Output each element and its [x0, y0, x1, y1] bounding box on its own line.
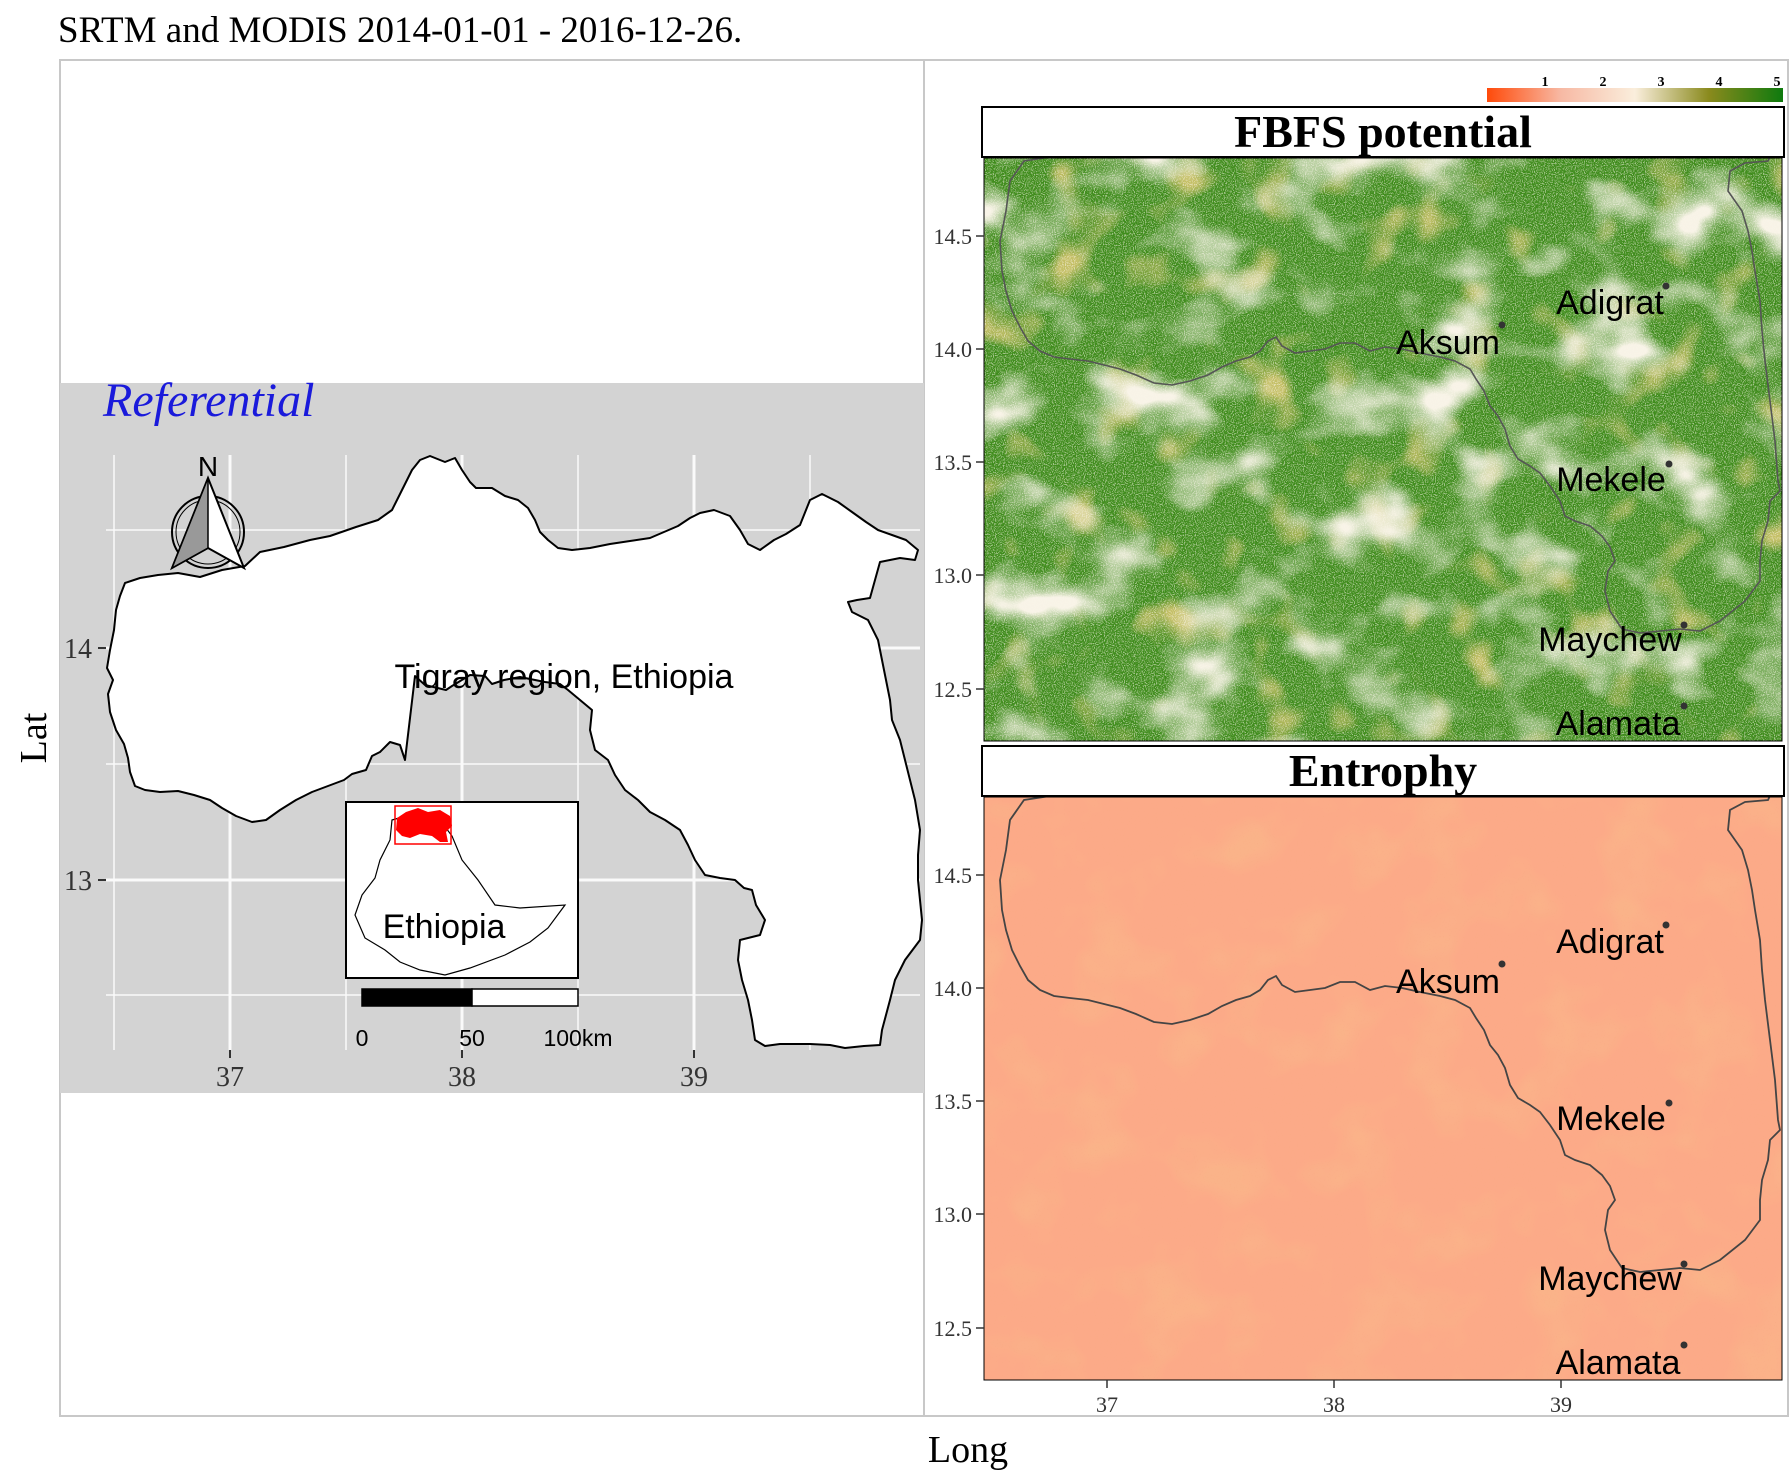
referential-title: Referential	[102, 374, 314, 427]
referential-x-tick-39: 39	[680, 1062, 708, 1093]
referential-x-tick-37: 37	[216, 1062, 244, 1093]
y-tick-label: 12.5	[934, 1316, 973, 1341]
city-dot	[1680, 1341, 1688, 1349]
fbfs-y-ticks: 14.5 14.0 13.5 13.0 12.5	[934, 224, 984, 702]
entrophy-strip	[981, 745, 1785, 797]
legend-ticks: 1 2 3 4 5	[1542, 75, 1781, 90]
y-tick-label: 13.5	[934, 1089, 973, 1114]
referential-ticks	[98, 647, 695, 1058]
city-label: Maychew	[1538, 1260, 1682, 1298]
city-dot	[1498, 960, 1506, 968]
city-dot	[1680, 1260, 1688, 1268]
city-label: Adigrat	[1556, 923, 1664, 961]
y-axis-label: Lat	[13, 712, 55, 763]
fbfs-speckle-layer	[984, 158, 1782, 741]
region-label: Tigray region, Ethiopia	[395, 658, 734, 696]
x-tick-label: 39	[1550, 1392, 1572, 1417]
y-tick-label: 14.5	[934, 224, 973, 249]
entrophy-speckle-layer	[984, 797, 1782, 1380]
y-tick-label: 13.0	[934, 1202, 973, 1227]
entrophy-boundary	[999, 797, 1781, 1273]
y-tick-label: 14.0	[934, 337, 973, 362]
north-arrow-icon: N	[170, 451, 246, 571]
city-label: Alamata	[1556, 705, 1681, 743]
city-dot	[1665, 460, 1673, 468]
referential-y-tick-14: 14	[64, 634, 92, 665]
entrophy-title: Entrophy	[1289, 745, 1477, 796]
inset-label: Ethiopia	[383, 908, 506, 946]
scale-label-50: 50	[459, 1025, 485, 1051]
city-dot	[1662, 921, 1670, 929]
city-label: Alamata	[1556, 1344, 1681, 1382]
city-dot	[1498, 321, 1506, 329]
city-label: Adigrat	[1556, 284, 1664, 322]
x-tick-label: 37	[1096, 1392, 1118, 1417]
city-dot	[1662, 282, 1670, 290]
legend-tick-label: 4	[1716, 75, 1723, 90]
referential-y-tick-13: 13	[64, 866, 92, 897]
fbfs-cities: Adigrat Aksum Mekele Maychew Alamata	[1396, 282, 1688, 743]
y-tick-label: 13.5	[934, 450, 973, 475]
legend-colorbar	[1487, 88, 1783, 102]
entrophy-y-ticks: 14.5 14.0 13.5 13.0 12.5	[934, 863, 984, 1341]
scale-label-100km: 100km	[543, 1025, 612, 1051]
fbfs-panel: FBFS potential Adigrat Aksum Mekele Maychew…	[934, 106, 1785, 743]
north-label: N	[198, 451, 218, 482]
legend-tick-label: 1	[1542, 75, 1549, 90]
y-tick-label: 14.0	[934, 976, 973, 1001]
entrophy-panel: Entrophy Adigrat Aksum Mekele Maychew Alamat…	[934, 745, 1785, 1382]
city-label: Mekele	[1556, 461, 1666, 499]
city-dot	[1665, 1099, 1673, 1107]
city-label: Maychew	[1538, 621, 1682, 659]
scale-bar: 0 50 100km	[356, 988, 613, 1051]
tigray-region-shape	[106, 455, 923, 1049]
city-label: Aksum	[1396, 963, 1500, 1001]
y-tick-label: 12.5	[934, 677, 973, 702]
legend: 1 2 3 4 5	[1487, 75, 1783, 102]
x-axis-label: Long	[928, 1429, 1008, 1471]
city-label: Mekele	[1556, 1100, 1666, 1138]
city-dot	[1680, 621, 1688, 629]
panel-x-ticks: 37 38 39	[1096, 1380, 1572, 1417]
fbfs-boundary	[999, 158, 1781, 634]
referential-panel: 37 38 39 14 13 Tigray region, Ethiopia N…	[60, 374, 924, 1093]
legend-tick-label: 5	[1774, 75, 1781, 90]
city-dot	[1680, 702, 1688, 710]
fbfs-title: FBFS potential	[1234, 106, 1532, 157]
ethiopia-inset: Ethiopia	[345, 801, 579, 979]
y-tick-label: 13.0	[934, 563, 973, 588]
referential-x-tick-38: 38	[448, 1062, 476, 1093]
inset-tigray-highlight	[396, 808, 452, 842]
y-tick-label: 14.5	[934, 863, 973, 888]
page-title: SRTM and MODIS 2014-01-01 - 2016-12-26.	[58, 10, 742, 51]
fbfs-strip	[981, 106, 1785, 158]
entrophy-cities: Adigrat Aksum Mekele Maychew Alamata	[1396, 921, 1688, 1382]
scale-label-0: 0	[356, 1025, 369, 1051]
legend-tick-label: 3	[1658, 75, 1665, 90]
legend-tick-label: 2	[1600, 75, 1607, 90]
x-tick-label: 38	[1323, 1392, 1345, 1417]
ethiopia-outline	[354, 811, 567, 976]
city-label: Aksum	[1396, 324, 1500, 362]
